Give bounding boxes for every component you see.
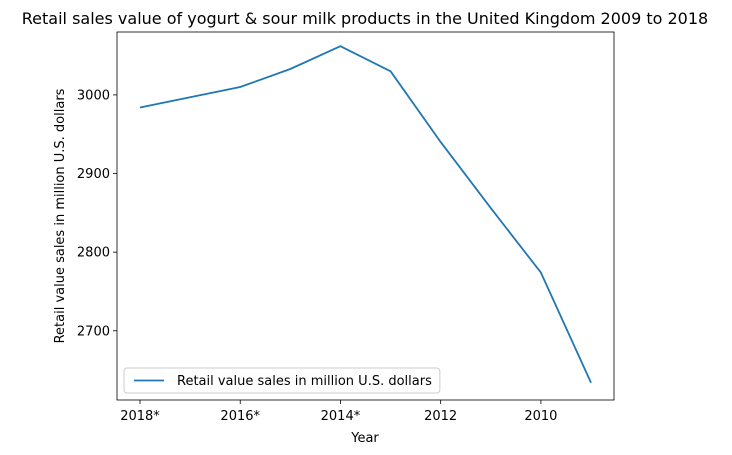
y-tick-label: 2700 — [77, 324, 110, 339]
series-line — [139, 45, 592, 384]
x-tick-label: 2010 — [524, 409, 557, 424]
plot-area — [116, 31, 615, 401]
y-tick-label: 2800 — [77, 246, 110, 261]
x-axis: 2018* 2016* 2014* 2012 2010 — [120, 400, 557, 424]
x-tick-label: 2012 — [424, 409, 457, 424]
legend-box — [123, 367, 441, 394]
x-tick-label: 2014* — [321, 409, 361, 424]
legend-label: Retail value sales in million U.S. dolla… — [177, 374, 432, 389]
y-tick-label: 2900 — [77, 167, 110, 182]
series-group — [139, 45, 592, 384]
x-tick-label: 2018* — [120, 409, 160, 424]
x-tick-label: 2016* — [220, 409, 260, 424]
y-axis: 2700 2800 2900 3000 — [77, 88, 117, 339]
chart-title: Retail sales value of yogurt & sour milk… — [22, 9, 708, 28]
x-axis-label: Year — [350, 431, 379, 446]
y-axis-label: Retail value sales in million U.S. dolla… — [53, 88, 68, 343]
legend: Retail value sales in million U.S. dolla… — [123, 367, 441, 394]
plot-frame — [116, 31, 615, 401]
y-tick-label: 3000 — [77, 88, 110, 103]
